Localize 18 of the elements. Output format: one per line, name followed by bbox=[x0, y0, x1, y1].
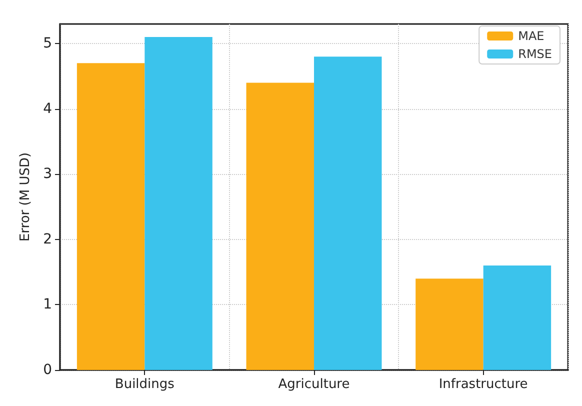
legend-label: MAE bbox=[518, 29, 544, 43]
y-tick-label: 2 bbox=[43, 231, 52, 248]
y-tick-label: 3 bbox=[43, 166, 52, 182]
bar bbox=[144, 37, 212, 370]
bar bbox=[314, 56, 382, 370]
bar bbox=[76, 63, 145, 370]
y-tick-label: 4 bbox=[43, 100, 52, 117]
y-tick-label: 0 bbox=[43, 362, 52, 378]
x-tick-label: Infrastructure bbox=[438, 377, 528, 392]
bar bbox=[246, 82, 314, 370]
y-axis-title: Error (M USD) bbox=[18, 152, 33, 242]
y-tick-label: 5 bbox=[43, 36, 52, 52]
x-tick-label: Agriculture bbox=[278, 377, 350, 392]
bar bbox=[416, 278, 484, 370]
x-tick-label: Buildings bbox=[114, 377, 175, 392]
y-tick-label: 1 bbox=[43, 296, 52, 313]
legend-label: RMSE bbox=[518, 47, 552, 61]
bar bbox=[483, 266, 552, 370]
